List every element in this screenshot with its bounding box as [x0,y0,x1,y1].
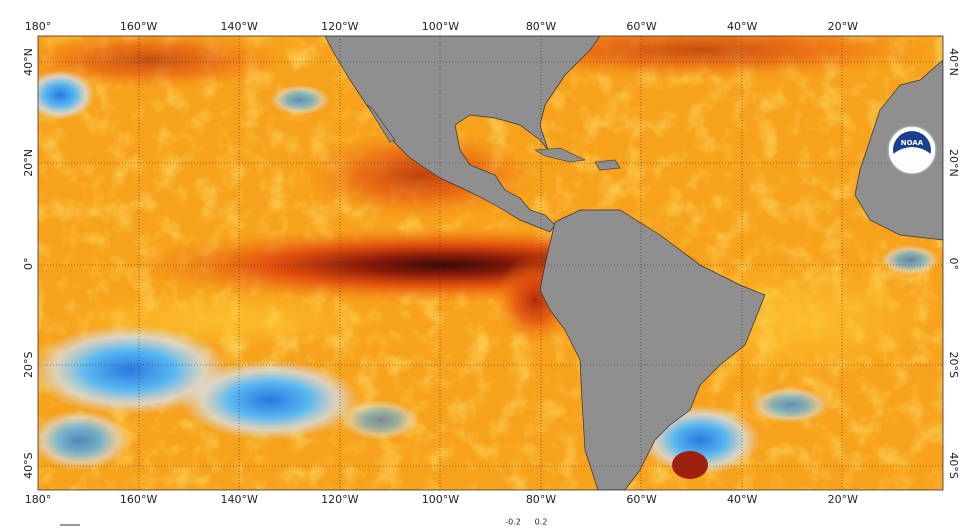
lat-label-left: 0° [22,258,35,271]
map-frame [37,35,944,491]
lat-label-right: 20°N [947,149,960,177]
lon-label-top: 180° [25,20,52,33]
lat-label-right: 40°S [947,452,960,478]
lon-label-bottom: 180° [25,493,52,506]
lon-label-top: 20°W [828,20,858,33]
lon-label-bottom: 80°W [526,493,556,506]
lon-label-bottom: 100°W [422,493,459,506]
lat-label-right: 20°S [947,351,960,377]
lon-label-top: 80°W [526,20,556,33]
lon-label-top: 140°W [221,20,258,33]
lon-label-top: 40°W [727,20,757,33]
lon-label-bottom: 160°W [120,493,157,506]
lon-label-top: 100°W [422,20,459,33]
lon-label-bottom: 20°W [828,493,858,506]
lat-label-left: 40°S [22,452,35,478]
noaa-logo: NOAA [887,125,937,175]
lon-label-top: 160°W [120,20,157,33]
lon-label-bottom: 140°W [221,493,258,506]
map-field [38,36,943,490]
lat-label-left: 20°S [22,351,35,377]
colorbar-label: -0.2 [505,518,521,527]
lat-label-left: 20°N [22,149,35,177]
logo-text: NOAA [901,139,924,147]
lon-label-bottom: 120°W [321,493,358,506]
lat-label-right: 0° [947,258,960,271]
lat-label-right: 40°N [947,48,960,76]
lon-label-bottom: 60°W [626,493,656,506]
lon-label-top: 120°W [321,20,358,33]
lat-label-left: 40°N [22,48,35,76]
lon-label-top: 60°W [626,20,656,33]
lon-label-bottom: 40°W [727,493,757,506]
colorbar-label: 0.2 [535,518,548,527]
